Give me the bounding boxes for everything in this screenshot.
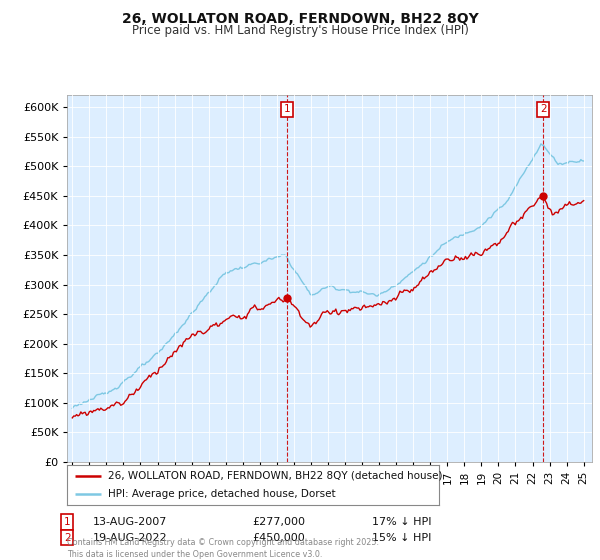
Text: 15% ↓ HPI: 15% ↓ HPI	[372, 533, 431, 543]
Text: 26, WOLLATON ROAD, FERNDOWN, BH22 8QY (detached house): 26, WOLLATON ROAD, FERNDOWN, BH22 8QY (d…	[108, 471, 443, 480]
Text: 2: 2	[540, 104, 547, 114]
Text: £277,000: £277,000	[252, 517, 305, 527]
Text: Contains HM Land Registry data © Crown copyright and database right 2025.
This d: Contains HM Land Registry data © Crown c…	[67, 538, 379, 559]
Text: 19-AUG-2022: 19-AUG-2022	[93, 533, 167, 543]
Text: 26, WOLLATON ROAD, FERNDOWN, BH22 8QY: 26, WOLLATON ROAD, FERNDOWN, BH22 8QY	[122, 12, 478, 26]
Text: 1: 1	[64, 517, 71, 527]
Text: 2: 2	[64, 533, 71, 543]
Text: 13-AUG-2007: 13-AUG-2007	[93, 517, 167, 527]
Text: 1: 1	[284, 104, 290, 114]
Text: £450,000: £450,000	[252, 533, 305, 543]
Text: HPI: Average price, detached house, Dorset: HPI: Average price, detached house, Dors…	[108, 489, 336, 499]
Text: 17% ↓ HPI: 17% ↓ HPI	[372, 517, 431, 527]
Text: Price paid vs. HM Land Registry's House Price Index (HPI): Price paid vs. HM Land Registry's House …	[131, 24, 469, 37]
